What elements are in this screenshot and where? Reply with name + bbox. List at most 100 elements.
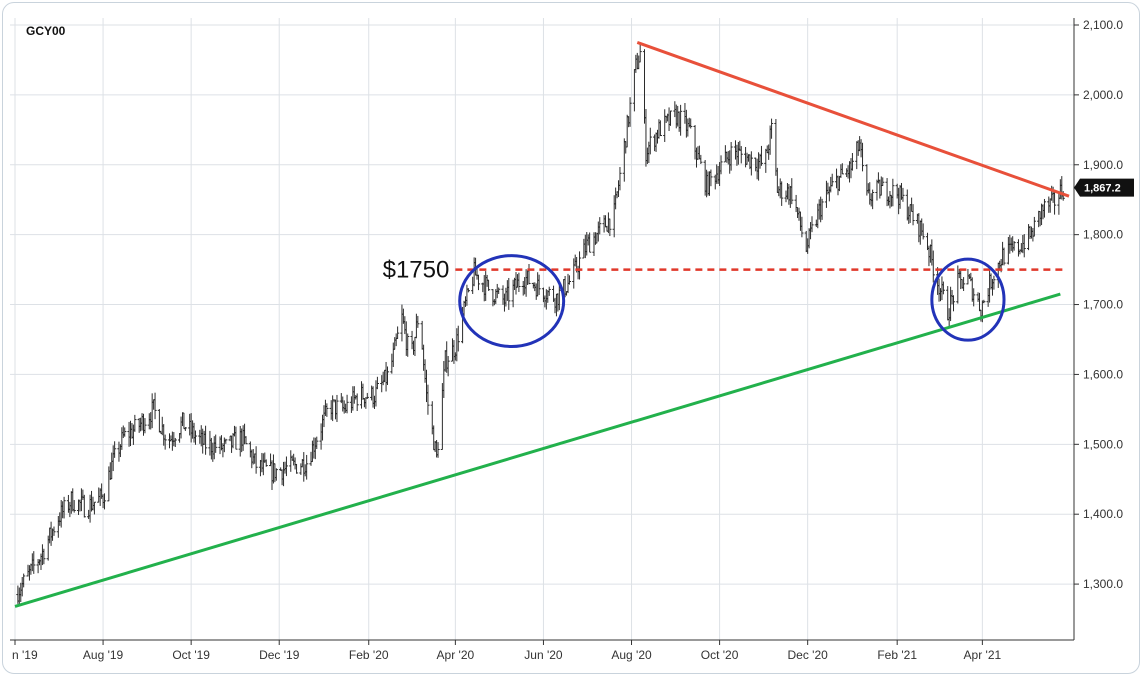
price-bar (406, 333, 410, 357)
price-bar (193, 430, 198, 445)
price-bar (658, 120, 662, 137)
y-tick-label: 1,800.0 (1083, 228, 1123, 242)
price-bar (365, 392, 369, 399)
price-bar (143, 418, 147, 434)
ticker-label: GCY00 (26, 24, 66, 38)
price-bar (507, 277, 511, 310)
price-bar (830, 173, 834, 187)
last-price-tag (1074, 178, 1134, 197)
price-bar (32, 551, 36, 574)
price-bar (234, 426, 238, 450)
y-tick-label: 1,900.0 (1083, 158, 1123, 172)
price-bar (72, 500, 76, 513)
price-bar (315, 436, 319, 450)
price-bar (203, 425, 208, 455)
price-bar (689, 118, 693, 129)
price-bar (577, 251, 582, 280)
price-bar (901, 187, 905, 202)
price-bar (82, 494, 86, 518)
level-1750-label: $1750 (383, 257, 450, 284)
price-bar (810, 216, 814, 233)
price-bar (790, 178, 794, 205)
price-bar (891, 178, 895, 207)
x-tick-label: Dec '20 (788, 648, 829, 662)
price-bar (456, 325, 460, 352)
price-bar (921, 223, 925, 240)
price-bar (881, 177, 885, 187)
price-bar (663, 109, 667, 142)
price-bar (774, 119, 778, 176)
price-bar (375, 376, 380, 390)
price-bar (709, 169, 713, 187)
price-bar (289, 450, 293, 472)
x-tick-label: Aug '20 (611, 648, 652, 662)
price-bar (42, 548, 46, 565)
price-bar (628, 97, 632, 127)
price-bar (325, 403, 329, 417)
last-price-label: 1,867.2 (1084, 183, 1121, 195)
price-bar (1052, 190, 1057, 215)
x-tick-label: n '19 (12, 648, 38, 662)
price-bar (183, 427, 187, 431)
price-bar (780, 181, 784, 206)
price-bar (254, 446, 258, 474)
price-bar (931, 250, 935, 283)
price-bar (163, 434, 167, 450)
price-bar (173, 437, 177, 448)
price-bar (224, 438, 228, 444)
highlight-circle-2 (930, 257, 1006, 342)
x-tick-label: Oct '20 (701, 648, 739, 662)
price-bar (396, 326, 400, 339)
price-bar (335, 394, 339, 423)
trend-overlays: $1750 (14, 41, 1070, 608)
x-axis: n '19 Aug '19 Oct '19 Dec '19 Feb '20 Apr '20… (10, 639, 1074, 662)
price-bar (517, 272, 521, 292)
price-bar (941, 281, 945, 295)
price-bar (719, 155, 723, 175)
price-bar (679, 104, 683, 136)
price-bar (972, 288, 976, 307)
price-bar (567, 275, 572, 285)
y-tick-label: 1,600.0 (1083, 367, 1123, 381)
price-bar (638, 42, 642, 63)
price-bar (871, 189, 875, 210)
price-bars (16, 42, 1065, 607)
price-bar (62, 496, 66, 519)
price-bar (820, 198, 824, 220)
price-bar (214, 434, 218, 453)
price-bar (537, 274, 541, 295)
highlight-circle-1 (458, 254, 566, 348)
price-bar (1032, 216, 1036, 237)
price-bar (800, 216, 804, 238)
price-bar (284, 456, 289, 477)
x-tick-label: Feb '20 (349, 648, 389, 662)
x-tick-label: Feb '21 (877, 648, 917, 662)
y-axis: 1,300.0 1,400.0 1,500.0 1,600.0 1,700.0 1,800… (1073, 18, 1134, 640)
price-bar (133, 414, 137, 432)
y-tick-label: 2,000.0 (1083, 88, 1123, 102)
price-bar (157, 409, 161, 433)
price-bar (759, 145, 764, 166)
x-tick-label: Apr '21 (964, 648, 1002, 662)
y-tick-label: 1,500.0 (1083, 437, 1123, 451)
price-bar (588, 232, 592, 253)
price-bar (385, 366, 390, 385)
price-bar (123, 427, 127, 437)
price-bar (355, 393, 359, 411)
price-bar (113, 441, 117, 458)
x-tick-label: Oct '19 (172, 648, 210, 662)
price-bar (618, 167, 622, 191)
price-bar (850, 153, 855, 171)
price-bar (739, 146, 743, 164)
price-bar (274, 468, 278, 481)
price-bar (557, 283, 561, 311)
grid-lines (10, 18, 1074, 640)
price-bar (446, 356, 450, 377)
price-bar (668, 110, 673, 126)
price-bar (699, 154, 703, 164)
price-bar (1042, 198, 1047, 218)
y-tick-label: 1,300.0 (1083, 577, 1123, 591)
price-bar (598, 217, 602, 235)
price-bar (497, 287, 501, 294)
